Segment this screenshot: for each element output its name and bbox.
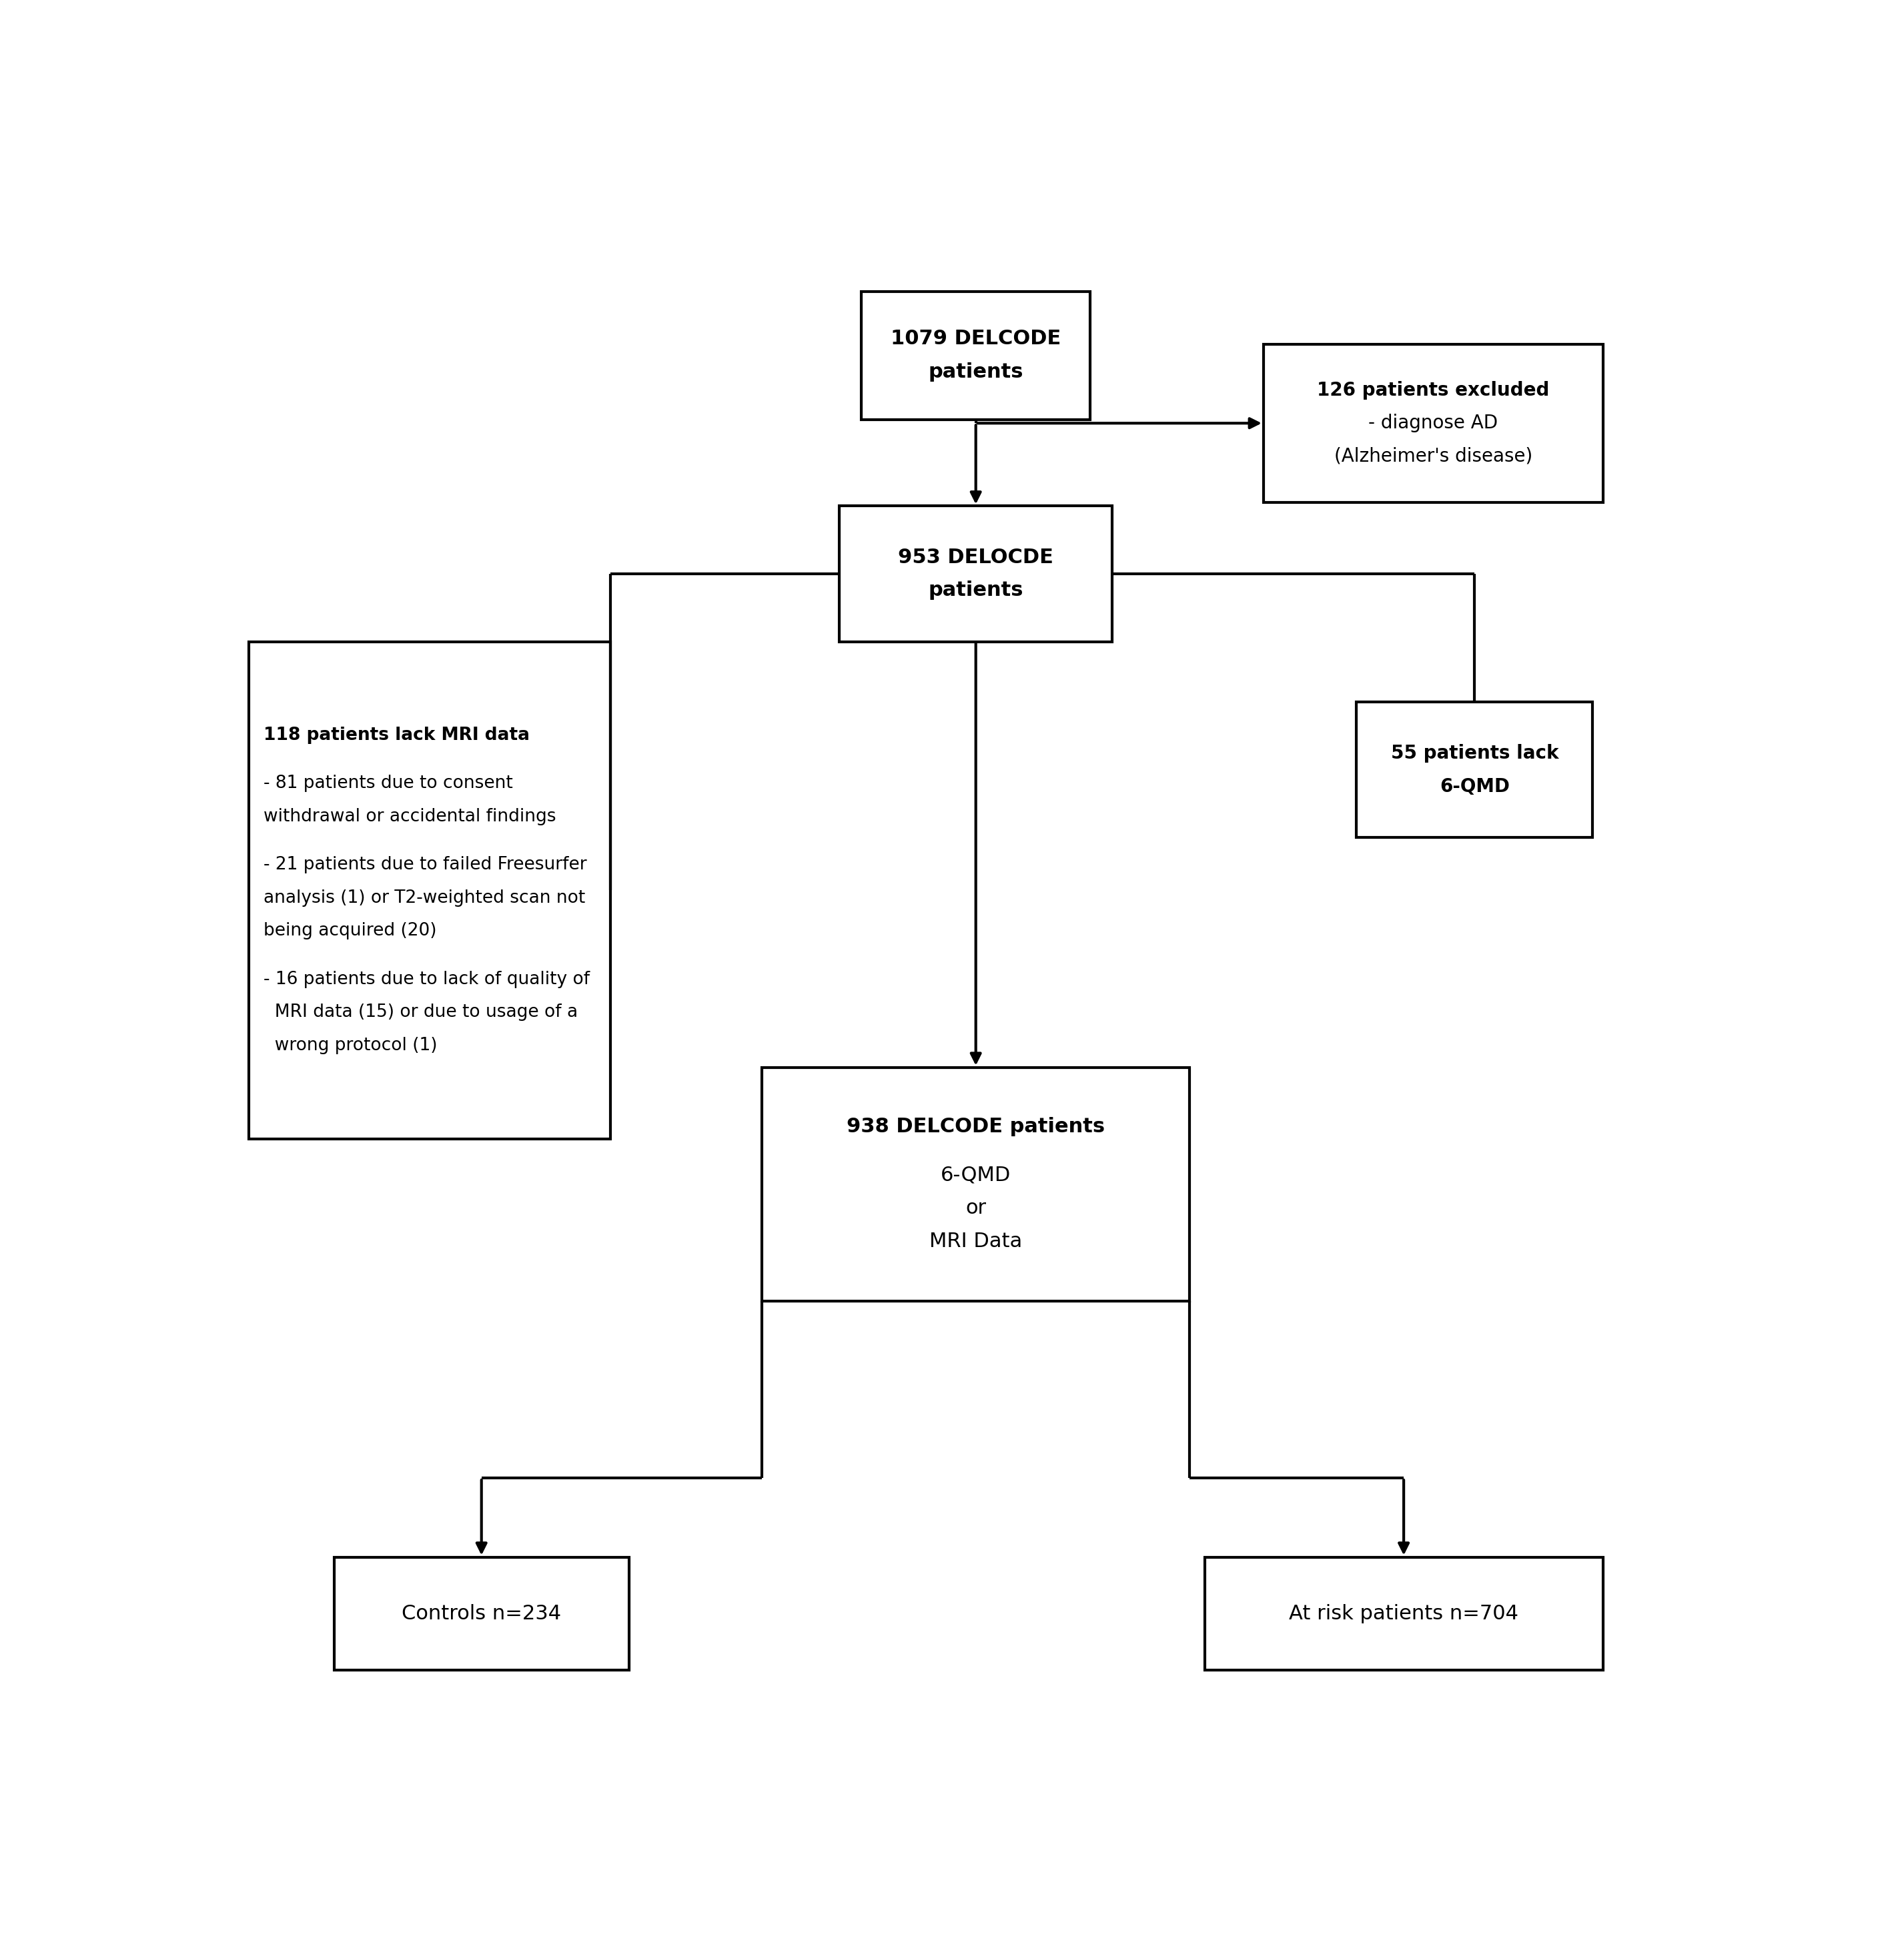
Text: 55 patients lack: 55 patients lack — [1390, 744, 1559, 763]
Text: withdrawal or accidental findings: withdrawal or accidental findings — [265, 808, 556, 826]
Text: - 81 patients due to consent: - 81 patients due to consent — [265, 775, 514, 793]
Text: At risk patients n=704: At risk patients n=704 — [1289, 1605, 1519, 1622]
Text: patients: patients — [929, 362, 1022, 382]
Bar — [1264, 344, 1603, 503]
Text: MRI Data: MRI Data — [929, 1231, 1022, 1251]
Text: 118 patients lack MRI data: 118 patients lack MRI data — [265, 726, 529, 744]
Text: - 21 patients due to failed Freesurfer: - 21 patients due to failed Freesurfer — [265, 855, 586, 873]
Text: MRI data (15) or due to usage of a: MRI data (15) or due to usage of a — [265, 1004, 579, 1022]
Bar — [762, 1067, 1190, 1301]
Bar — [249, 642, 611, 1139]
Text: or: or — [965, 1198, 986, 1217]
Text: - 16 patients due to lack of quality of: - 16 patients due to lack of quality of — [265, 971, 590, 988]
Text: being acquired (20): being acquired (20) — [265, 922, 436, 939]
Bar — [861, 292, 1091, 419]
Text: 6-QMD: 6-QMD — [1439, 777, 1510, 796]
Text: wrong protocol (1): wrong protocol (1) — [265, 1037, 438, 1055]
Text: 126 patients excluded: 126 patients excluded — [1318, 382, 1550, 399]
Text: 1079 DELCODE: 1079 DELCODE — [891, 329, 1061, 348]
Bar — [333, 1558, 628, 1669]
Text: (Alzheimer's disease): (Alzheimer's disease) — [1335, 446, 1533, 466]
Bar — [1356, 703, 1592, 838]
Bar — [840, 507, 1112, 642]
Text: - diagnose AD: - diagnose AD — [1369, 413, 1498, 432]
Text: patients: patients — [929, 581, 1022, 601]
Bar — [1205, 1558, 1603, 1669]
Text: Controls n=234: Controls n=234 — [402, 1605, 562, 1622]
Text: analysis (1) or T2-weighted scan not: analysis (1) or T2-weighted scan not — [265, 888, 586, 906]
Text: 6-QMD: 6-QMD — [941, 1166, 1011, 1184]
Text: 938 DELCODE patients: 938 DELCODE patients — [847, 1117, 1104, 1137]
Text: 953 DELOCDE: 953 DELOCDE — [899, 548, 1053, 568]
